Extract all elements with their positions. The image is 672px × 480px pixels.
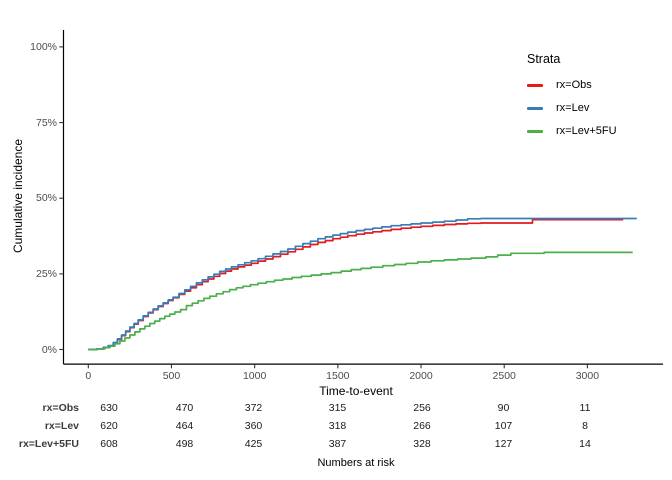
risk-row-label: rx=Obs xyxy=(42,401,79,414)
risk-value: 328 xyxy=(413,438,431,450)
risk-value: 315 xyxy=(328,401,347,414)
risk-value: 127 xyxy=(494,438,513,450)
x-tick-label: 1000 xyxy=(242,370,267,382)
legend-title: Strata xyxy=(527,52,561,66)
x-axis-title: Time-to-event xyxy=(319,384,393,398)
risk-value: 630 xyxy=(100,401,118,414)
legend-key-line xyxy=(527,84,543,87)
risk-row-label: rx=Lev+5FU xyxy=(18,438,79,450)
risk-value: 107 xyxy=(494,419,513,432)
risk-row-label: rx=Lev xyxy=(44,419,79,432)
survival-curve-rx=Obs xyxy=(88,218,624,351)
survival-curve-rx=Lev+5FU xyxy=(88,251,633,351)
risk-value: 90 xyxy=(497,401,510,414)
risk-value: 470 xyxy=(175,401,194,414)
y-tick-label: 0% xyxy=(41,343,57,356)
risk-value: 14 xyxy=(579,438,591,450)
risk-value: 387 xyxy=(328,438,347,450)
x-tick-label: 2000 xyxy=(409,370,433,382)
risk-value: 464 xyxy=(175,419,194,432)
x-tick-label: 500 xyxy=(162,370,181,382)
risk-value: 8 xyxy=(582,419,588,432)
x-tick-label: 3000 xyxy=(575,370,600,382)
y-tick-label: 25% xyxy=(35,267,57,280)
legend-item-label: rx=Lev+5FU xyxy=(556,124,617,137)
risk-value: 318 xyxy=(328,419,347,432)
x-tick-label: 2500 xyxy=(492,370,516,382)
legend-item-label: rx=Lev xyxy=(556,101,590,114)
risk-value: 425 xyxy=(244,438,263,450)
legend-key-line xyxy=(527,130,543,133)
risk-value: 11 xyxy=(579,401,591,414)
legend-key-line xyxy=(527,107,543,110)
x-tick-label: 0 xyxy=(85,370,92,382)
survival-curve-rx=Lev xyxy=(88,217,637,351)
risk-value: 372 xyxy=(244,401,263,414)
x-tick-label: 1500 xyxy=(326,370,350,382)
risk-table-caption: Numbers at risk xyxy=(317,457,395,469)
risk-value: 266 xyxy=(413,419,431,432)
risk-value: 360 xyxy=(244,419,263,432)
y-tick-label: 75% xyxy=(35,116,57,129)
risk-value: 256 xyxy=(413,401,431,414)
y-tick-label: 100% xyxy=(30,40,57,53)
risk-value: 608 xyxy=(100,438,118,450)
risk-value: 620 xyxy=(100,419,118,432)
y-tick-label: 50% xyxy=(35,192,57,205)
risk-value: 498 xyxy=(175,438,194,450)
legend-item-label: rx=Obs xyxy=(556,78,592,91)
